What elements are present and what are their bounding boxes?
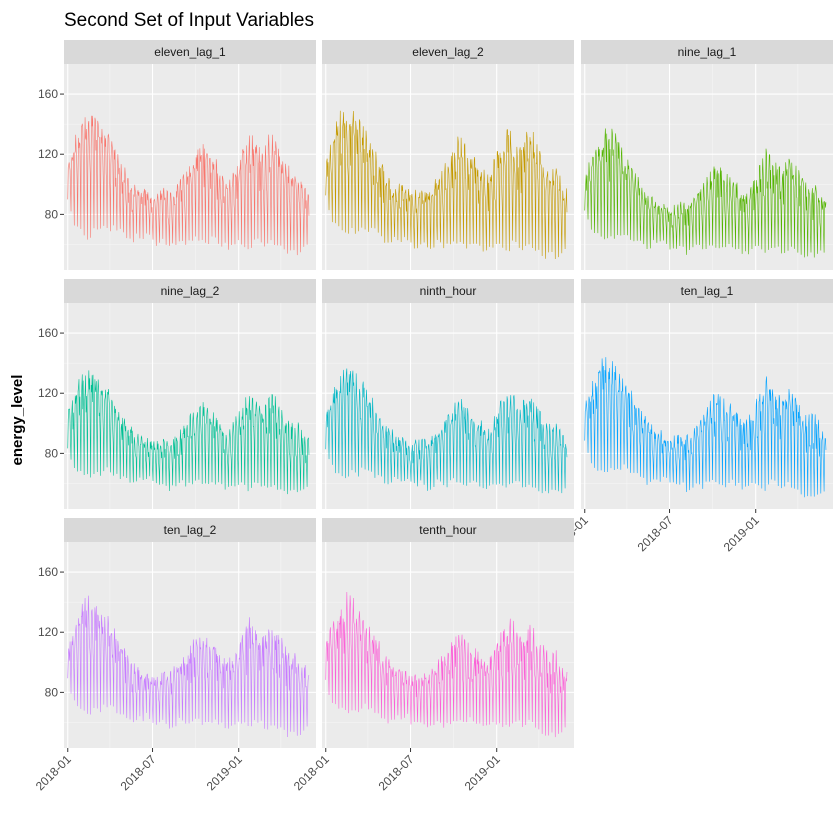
facet-strip	[64, 40, 316, 64]
facet-strip-label: tenth_hour	[419, 523, 476, 537]
y-tick-label: 80	[45, 685, 59, 699]
facet-strip-label: nine_lag_2	[161, 284, 220, 298]
facet-panel: ten_lag_2 80 120 160 2018-01 2018-07 2019-01	[33, 518, 316, 793]
facet-panels: eleven_lag_1 80 120 160 eleven_lag_2 nine_lag…	[33, 40, 833, 793]
panel-background	[64, 303, 316, 509]
facet-strip	[581, 279, 833, 303]
series-line	[584, 128, 827, 258]
facet-strip-label: ten_lag_1	[681, 284, 734, 298]
facet-panel: eleven_lag_1 80 120 160	[38, 40, 316, 270]
series-line	[325, 368, 568, 494]
y-tick-label: 160	[38, 565, 58, 579]
facet-strip-label: eleven_lag_2	[412, 45, 484, 59]
y-tick-label: 120	[38, 386, 58, 400]
facet-strip	[64, 518, 316, 542]
facet-strip-label: ten_lag_2	[164, 523, 217, 537]
facet-panel: tenth_hour 2018-01 2018-07 2019-01	[291, 518, 574, 793]
y-tick-label: 120	[38, 625, 58, 639]
series-line	[67, 595, 310, 738]
x-tick-label: 2019-01	[204, 752, 245, 793]
x-tick-label: 2018-01	[291, 752, 332, 793]
facet-panel: ninth_hour	[322, 279, 574, 509]
panel-background	[581, 64, 833, 270]
panel-background	[322, 303, 574, 509]
y-axis-title: energy_level	[9, 375, 26, 466]
series-line	[325, 110, 568, 260]
facet-strip-label: ninth_hour	[420, 284, 477, 298]
facet-strip	[322, 518, 574, 542]
facet-panel: nine_lag_1	[581, 40, 833, 270]
y-tick-label: 120	[38, 147, 58, 161]
y-tick-label: 80	[45, 207, 59, 221]
facet-strip	[322, 40, 574, 64]
facet-strip-label: nine_lag_1	[678, 45, 737, 59]
x-tick-label: 2018-07	[635, 513, 676, 554]
x-tick-label: 2018-01	[33, 752, 74, 793]
y-tick-label: 160	[38, 326, 58, 340]
facet-strip	[322, 279, 574, 303]
x-tick-label: 2018-07	[376, 752, 417, 793]
series-line	[584, 357, 827, 498]
x-tick-label: 2018-07	[118, 752, 159, 793]
facet-strip	[581, 40, 833, 64]
facet-panel: nine_lag_2 80 120 160	[38, 279, 316, 509]
panel-background	[322, 542, 574, 748]
series-line	[325, 591, 568, 738]
series-line	[67, 115, 310, 256]
facet-panel: eleven_lag_2	[322, 40, 574, 270]
chart-title: Second Set of Input Variables	[64, 10, 314, 31]
x-tick-label: 2019-01	[462, 752, 503, 793]
facet-strip	[64, 279, 316, 303]
series-line	[67, 370, 310, 495]
y-tick-label: 80	[45, 446, 59, 460]
x-tick-label: 2019-01	[721, 513, 762, 554]
y-tick-label: 160	[38, 87, 58, 101]
facet-strip-label: eleven_lag_1	[154, 45, 226, 59]
